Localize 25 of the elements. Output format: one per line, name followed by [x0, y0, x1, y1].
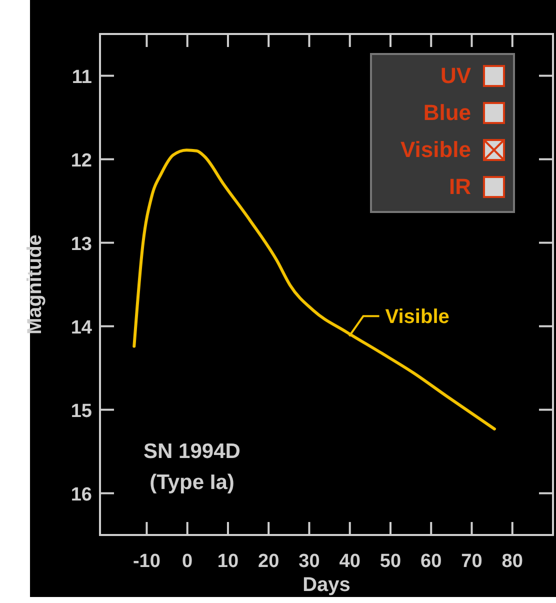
y-tick-label: 14 — [70, 317, 92, 338]
x-tick-label: 80 — [502, 551, 523, 572]
y-tick-label: 15 — [70, 400, 92, 422]
annotation: UV — [440, 63, 472, 88]
x-tick-label: 70 — [461, 551, 482, 572]
x-axis-title: Days — [302, 574, 350, 596]
x-tick-label: -10 — [132, 551, 160, 572]
x-tick-label: 20 — [258, 551, 280, 572]
x-tick-label: 50 — [380, 551, 402, 572]
y-axis-title: Magnitude — [24, 234, 46, 334]
x-tick-label: 0 — [182, 551, 193, 572]
annotation: SN 1994D — [144, 440, 240, 463]
y-tick-label: 16 — [70, 484, 92, 506]
annotation: IR — [449, 174, 472, 199]
y-tick-label: 13 — [70, 234, 92, 255]
x-tick-label: 60 — [420, 551, 442, 572]
annotation: Blue — [423, 100, 471, 125]
y-tick-label: 11 — [72, 66, 92, 88]
legend-label: Visible — [385, 306, 450, 328]
x-tick-label: 10 — [217, 551, 239, 572]
y-tick-label: 12 — [70, 150, 92, 172]
annotation: Visible — [400, 137, 471, 162]
annotation: (Type Ia) — [150, 471, 234, 494]
x-tick-label: 30 — [298, 551, 320, 572]
x-tick-label: 40 — [339, 551, 360, 572]
